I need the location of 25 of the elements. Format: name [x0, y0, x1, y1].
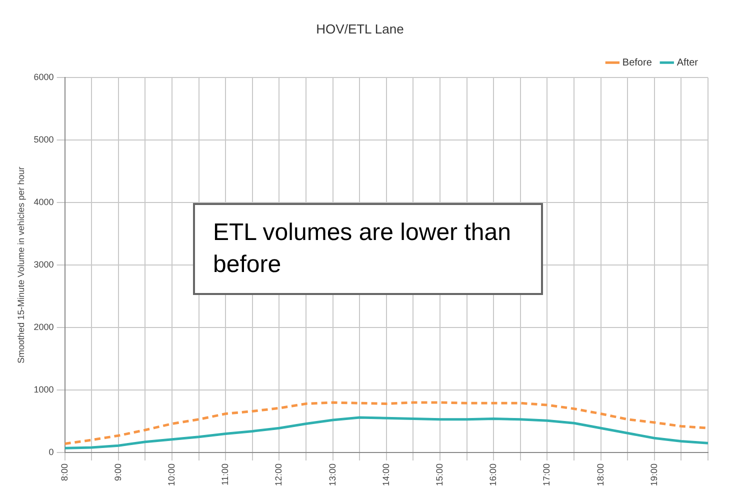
callout-box: ETL volumes are lower than before — [193, 203, 543, 295]
x-tick-label: 15:00 — [434, 463, 444, 486]
line-series — [64, 401, 708, 445]
x-tick-label: 19:00 — [648, 463, 659, 486]
x-tick-label: 11:00 — [220, 463, 230, 486]
x-tick-label: 18:00 — [595, 463, 606, 486]
x-tick-label: 13:00 — [327, 463, 338, 486]
y-axis-title: Smoothed 15-Minute Volume in vehicles per hour — [16, 166, 26, 364]
chart-title: HOV/ETL Lane — [316, 21, 404, 36]
y-tick-label: 3000 — [34, 260, 54, 270]
y-tick-label: 0 — [48, 446, 54, 457]
y-tick-label: 5000 — [34, 134, 54, 145]
x-tick-label: 9:00 — [112, 463, 123, 482]
y-tick-label: 4000 — [34, 197, 54, 208]
x-tick-label: 8:00 — [59, 463, 70, 482]
x-tick-label: 10:00 — [166, 463, 176, 486]
x-tick-label: 14:00 — [380, 463, 391, 486]
y-tick-label: 6000 — [34, 72, 54, 82]
legend-label: After — [676, 57, 699, 68]
x-tick-label: 12:00 — [274, 463, 284, 486]
x-tick-label: 16:00 — [488, 463, 498, 486]
y-tick-label: 1000 — [34, 384, 54, 394]
legend-label: Before — [622, 57, 652, 68]
y-tick-label: 2000 — [34, 322, 54, 332]
x-tick-label: 17:00 — [542, 463, 552, 486]
